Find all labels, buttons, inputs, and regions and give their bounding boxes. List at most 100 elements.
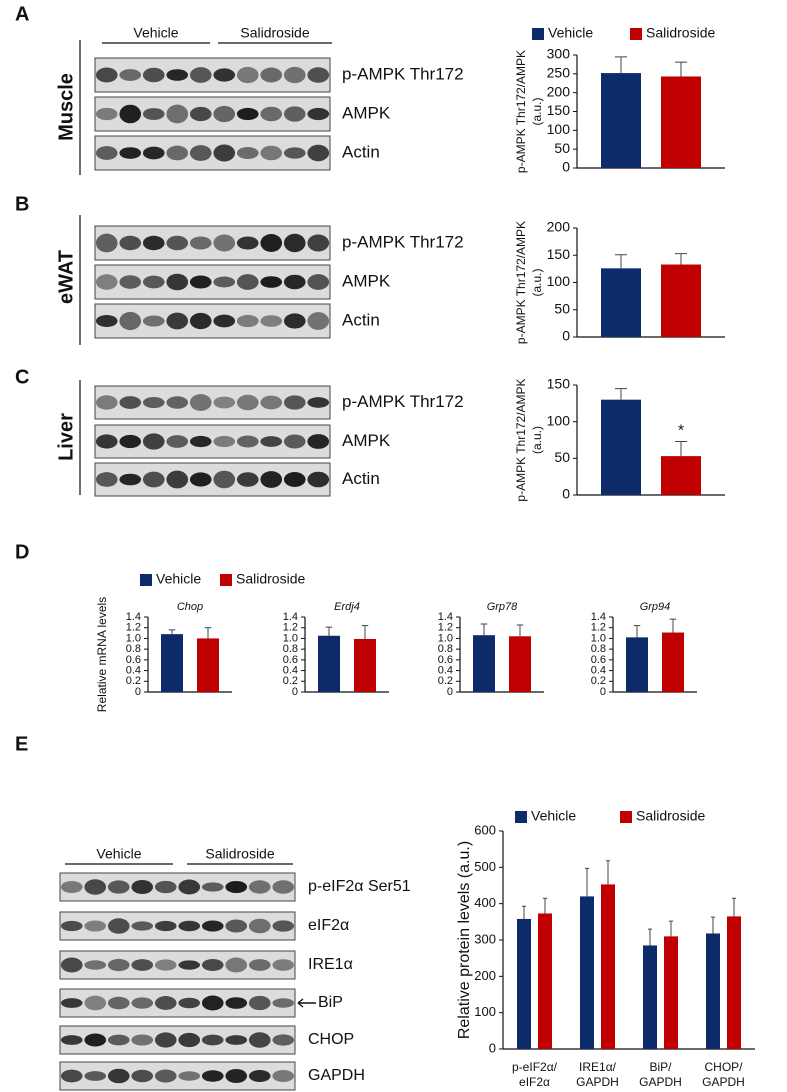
y-tick-label: 1.0 — [438, 632, 453, 644]
blot-band — [178, 1071, 201, 1081]
blot-band — [142, 235, 165, 251]
error-bar — [168, 629, 176, 635]
blot-band — [307, 434, 330, 449]
blot-band — [95, 233, 118, 253]
blot-band — [84, 1071, 107, 1081]
annotation: * — [678, 423, 684, 440]
blot-band — [142, 275, 165, 289]
error-bar — [361, 625, 369, 639]
y-axis-label: p-AMPK Thr172/AMPK — [514, 378, 528, 501]
error-bar — [675, 61, 687, 77]
blot-band — [166, 104, 189, 124]
bar — [727, 916, 741, 1049]
y-tick-label: 0 — [562, 328, 570, 344]
y-tick-label: 0.4 — [438, 664, 453, 676]
y-tick-label: 0.4 — [126, 664, 141, 676]
chart-title: Grp94 — [640, 601, 671, 613]
blot-band — [248, 918, 271, 934]
blot-band — [95, 274, 118, 290]
blot-band — [260, 67, 283, 83]
legend-label: Salidroside — [636, 808, 705, 824]
y-tick-label: 0.2 — [591, 675, 606, 687]
y-tick-label: 150 — [547, 246, 571, 262]
blot-band — [236, 394, 259, 411]
y-tick-label: 150 — [547, 376, 571, 392]
blot-band — [178, 1032, 201, 1048]
blot-band — [142, 67, 165, 83]
blot-band — [189, 145, 212, 161]
blot-band — [213, 314, 236, 328]
blot-band — [307, 274, 330, 290]
y-axis-label: p-AMPK Thr172/AMPK — [514, 221, 528, 344]
blot-band — [166, 273, 189, 291]
blot-band — [213, 276, 236, 288]
bar — [538, 913, 552, 1049]
y-tick-label: 1.2 — [126, 622, 141, 634]
blot-band — [166, 396, 189, 409]
error-bar — [521, 905, 527, 919]
y-tick-label: 1.2 — [591, 622, 606, 634]
error-bar — [675, 440, 687, 457]
blot-band — [166, 312, 189, 330]
error-bar — [731, 897, 737, 917]
x-tick-label: GAPDH — [702, 1075, 745, 1089]
error-bar — [584, 867, 590, 897]
bar — [354, 638, 376, 692]
blot-band — [236, 314, 259, 328]
blot-band — [142, 315, 165, 327]
blot-band — [166, 435, 189, 448]
x-tick-label: BiP/ — [649, 1060, 672, 1074]
blot-band — [60, 998, 83, 1008]
blot-band — [307, 67, 330, 83]
legend-label: Salidroside — [236, 571, 305, 587]
blot-band — [95, 146, 118, 160]
blot-label: p-AMPK Thr172 — [342, 392, 464, 411]
error-bar — [615, 388, 627, 400]
blot-band — [189, 106, 212, 122]
blot-band — [283, 395, 306, 410]
bar — [517, 918, 531, 1049]
blot-band — [307, 471, 330, 488]
blot-band — [225, 1068, 248, 1084]
y-tick-label: 1.2 — [438, 622, 453, 634]
y-axis-label: p-AMPK Thr172/AMPK — [514, 50, 528, 173]
y-tick-label: 0 — [135, 686, 141, 698]
blot-band — [213, 144, 236, 162]
panel-letter: E — [15, 733, 28, 755]
blot-band — [201, 995, 224, 1011]
blot-band — [283, 147, 306, 159]
group-label: Vehicle — [96, 846, 141, 862]
blot-band — [283, 233, 306, 253]
blot-band — [142, 108, 165, 120]
blot-band — [142, 396, 165, 409]
chart-title: Erdj4 — [334, 601, 360, 613]
error-bar — [615, 56, 627, 74]
y-axis-label: (a.u.) — [530, 426, 544, 454]
blot-band — [131, 921, 154, 931]
y-tick-label: 300 — [474, 931, 496, 946]
bar — [626, 637, 648, 692]
y-axis-label: (a.u.) — [530, 268, 544, 296]
bar — [318, 635, 340, 692]
blot-band — [84, 920, 107, 932]
panel-letter: A — [15, 3, 29, 25]
error-bar — [325, 626, 333, 636]
blot-label: IRE1α — [308, 956, 353, 973]
panel-letter: C — [15, 366, 29, 388]
blot-band — [201, 1070, 224, 1082]
blot-band — [154, 1069, 177, 1083]
blot-band — [95, 107, 118, 121]
blot-band — [119, 396, 142, 409]
y-tick-label: 100 — [547, 412, 571, 428]
y-tick-label: 500 — [474, 859, 496, 874]
blot-band — [272, 998, 295, 1008]
y-tick-label: 100 — [474, 1004, 496, 1019]
blot-band — [248, 880, 271, 894]
blot-band — [260, 315, 283, 327]
blot-band — [283, 66, 306, 84]
y-tick-label: 50 — [554, 300, 570, 316]
legend-label: Vehicle — [531, 808, 576, 824]
blot-band — [201, 882, 224, 892]
blot-band — [225, 957, 248, 973]
